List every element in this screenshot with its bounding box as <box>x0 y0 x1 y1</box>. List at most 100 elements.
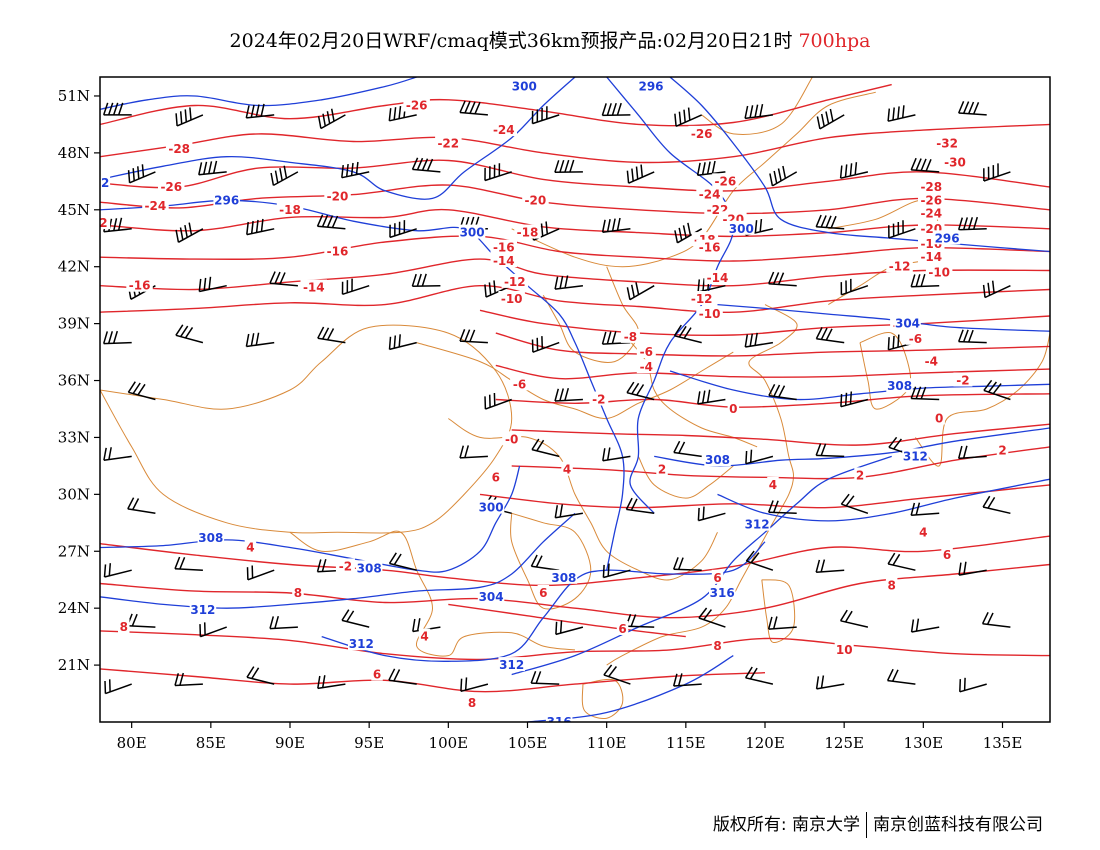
temperature-label: 6 <box>539 586 547 600</box>
temperature-label-bg <box>502 431 522 446</box>
temperature-label: -0 <box>505 432 518 446</box>
wind-barb <box>554 504 584 519</box>
wind-barb <box>839 162 869 179</box>
temperature-label-bg <box>711 569 724 584</box>
boundary-line <box>511 91 876 268</box>
wind-barb <box>388 668 417 685</box>
wind-barb <box>530 670 560 685</box>
wind-barb <box>626 164 655 184</box>
temperature-label-bg <box>918 249 945 264</box>
height-label-bg <box>886 378 913 393</box>
wind-barb <box>126 613 156 628</box>
boundary-line <box>416 342 734 420</box>
temperature-label: 4 <box>769 478 777 492</box>
wind-barb <box>815 675 845 690</box>
height-label: 308 <box>198 531 223 545</box>
temperature-label: -20 <box>327 190 349 204</box>
height-label: 308 <box>357 561 382 575</box>
temperature-label-bg <box>324 188 351 203</box>
temperature-label: -12 <box>504 275 526 289</box>
temperature-label: 8 <box>888 578 896 592</box>
temperature-label-bg <box>933 410 945 425</box>
temperature-label: -12 <box>691 292 713 306</box>
wind-barb <box>199 622 227 638</box>
wind-barb <box>602 447 631 462</box>
height-label: 296 <box>214 193 239 207</box>
wind-barb <box>555 620 584 636</box>
temperature-label-bg <box>501 273 529 288</box>
temperature-label: -14 <box>707 271 729 285</box>
height-label-bg <box>458 224 486 239</box>
wind-barb <box>103 217 132 233</box>
temperature-label: -16 <box>129 279 151 293</box>
lat-tick-label: 39N <box>58 315 90 333</box>
temperature-label: -8 <box>624 330 637 344</box>
wind-barb <box>554 159 583 174</box>
temperature-label: -6 <box>513 377 526 391</box>
footer-divider <box>866 812 867 838</box>
wind-barb <box>815 559 845 573</box>
wind-barb <box>601 217 631 233</box>
lon-tick-label: 90E <box>275 734 305 752</box>
wind-barb <box>269 271 298 287</box>
wind-barb <box>910 502 940 517</box>
temperature-label: -16 <box>493 241 515 255</box>
height-contour-line <box>717 303 1050 332</box>
temperature-label-bg <box>933 135 961 150</box>
temperature-label: 4 <box>563 463 571 477</box>
height-label: 300 <box>729 222 754 236</box>
lon-tick-label: 105E <box>508 734 548 752</box>
height-label: 312 <box>903 449 928 463</box>
temperature-label-bg <box>886 258 913 273</box>
footer-credit: 版权所有: 南京大学 南京创蓝科技有限公司 <box>713 810 1043 838</box>
temperature-label: -24 <box>699 188 721 202</box>
wind-barb <box>530 554 560 571</box>
plot-area: -28-26-26-24-22-22-24-18-20-16-16 -14-20-… <box>100 77 1050 722</box>
temperature-label: -10 <box>501 292 523 306</box>
temperature-label-bg <box>712 173 739 188</box>
temperature-label-bg <box>300 279 327 294</box>
temperature-label: -12 <box>889 260 911 274</box>
height-label: 296 <box>638 80 663 94</box>
wind-barb <box>198 160 227 176</box>
temperature-label-bg <box>885 577 898 592</box>
wind-barb <box>672 557 702 571</box>
lat-tick-label: 24N <box>58 599 90 617</box>
temperature-label: 4 <box>420 630 428 644</box>
temperature-label-bg <box>905 330 925 345</box>
isotherm-line <box>100 184 1050 215</box>
temperature-label: 2 <box>658 463 666 477</box>
lon-tick-label: 85E <box>196 734 226 752</box>
lat-tick-label: 27N <box>58 542 90 560</box>
wind-barb <box>104 679 132 695</box>
temperature-label: -26 <box>715 174 737 188</box>
wind-barb <box>317 326 346 344</box>
temperature-label-bg <box>616 621 629 635</box>
temperature-label-bg <box>656 461 668 476</box>
temperature-label: -6 <box>909 332 922 346</box>
temperature-label-bg <box>498 291 525 305</box>
temperature-label: 10 <box>836 643 853 657</box>
temperature-label-bg <box>620 328 640 343</box>
lat-tick-label: 42N <box>58 258 90 276</box>
height-label: 312 <box>499 658 524 672</box>
height-label: 300 <box>460 226 485 240</box>
height-label: 304 <box>479 590 504 604</box>
temperature-label: 6 <box>373 668 381 682</box>
wind-barb <box>411 157 441 173</box>
wind-barb <box>411 273 441 287</box>
wind-barb <box>245 103 275 119</box>
height-label: 312 <box>190 603 215 617</box>
wind-barb <box>175 324 204 344</box>
isotherm-line <box>100 123 1050 164</box>
temperature-label: -26 <box>160 180 182 194</box>
wind-barb <box>840 278 869 296</box>
height-label: 304 <box>895 317 920 331</box>
temperature-label-bg <box>537 585 550 599</box>
height-label: 296 <box>935 231 960 245</box>
temperature-label-bg <box>490 253 517 267</box>
height-label-bg <box>477 499 505 514</box>
height-contour-line <box>100 199 625 571</box>
temperature-label-bg <box>100 215 111 230</box>
boundary-line <box>289 530 576 657</box>
